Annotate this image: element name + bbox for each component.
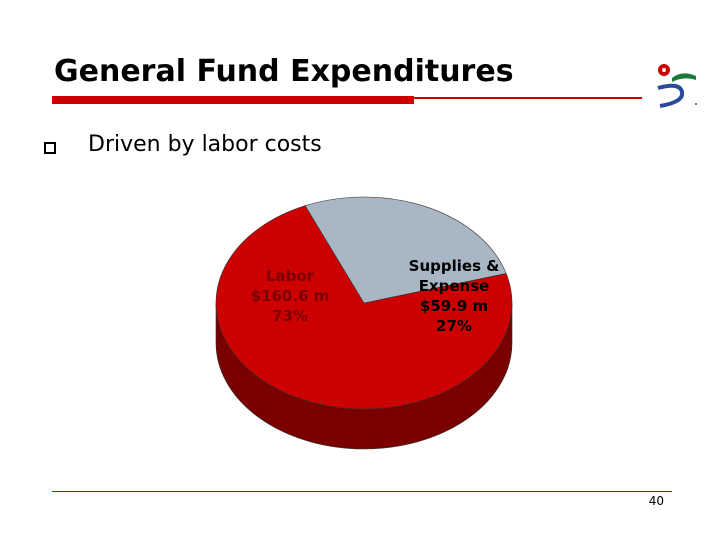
supplies-label-line: 27% <box>436 317 472 335</box>
supplies-label-line: Expense <box>419 277 490 295</box>
supplies-label-line: $59.9 m <box>420 297 488 315</box>
title-underline-thin <box>414 97 642 99</box>
pie-chart: Labor $160.6 m 73% Supplies & Expense $59.9 m… <box>215 196 513 450</box>
supplies-label-line: Supplies & <box>409 257 500 275</box>
labor-label-line: Labor <box>266 267 315 285</box>
pie-slice-supplies <box>304 196 507 304</box>
title-underline-bar <box>52 96 414 104</box>
footer-rule <box>52 491 672 492</box>
labor-label-line: 73% <box>272 307 308 325</box>
page-number: 40 <box>648 494 664 508</box>
pie-labels: Labor $160.6 m 73% Supplies & Expense $59.9 m… <box>251 257 500 335</box>
labor-label-line: $160.6 m <box>251 287 330 305</box>
bullet-text: Driven by labor costs <box>88 132 322 157</box>
slide-title: General Fund Expenditures <box>54 54 514 89</box>
pie-tops <box>215 196 513 410</box>
bullet-marker <box>44 142 56 154</box>
municipal-logo-icon <box>657 64 697 108</box>
pie-slice-labor <box>215 205 513 410</box>
